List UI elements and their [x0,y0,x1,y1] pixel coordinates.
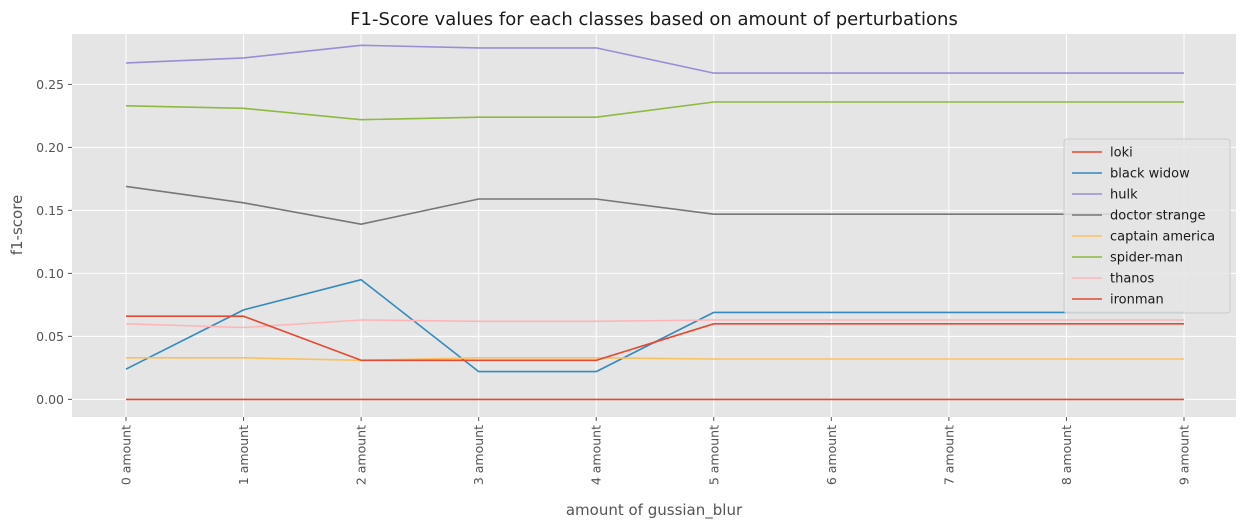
y-tick-labels: 0.00 0.05 0.10 0.15 0.20 0.25 [36,77,72,407]
x-tick-label: 0 amount [119,425,134,485]
y-tick-label: 0.05 [36,329,64,344]
plot-area [72,34,1236,417]
legend-entry: hulk [1110,188,1138,203]
series-line-captain-america [126,356,1184,362]
y-tick-label: 0.00 [36,392,64,407]
chart-title: F1-Score values for each classes based o… [350,9,958,30]
x-tick-label: 5 amount [706,425,721,485]
legend-entry: loki [1110,146,1133,161]
legend-entry: ironman [1110,293,1164,308]
x-tick-labels: 0 amount 1 amount 2 amount 3 amount 4 amount… [119,417,1192,485]
x-tick-label: 9 amount [1177,425,1192,485]
y-tick-label: 0.15 [36,203,64,218]
legend-box [1063,138,1231,314]
y-tick-label: 0.20 [36,140,64,155]
legend: loki black widow hulk doctor strange captain… [1063,138,1231,314]
x-axis-label: amount of gussian_blur [566,501,743,520]
series-line-thanos [125,319,1184,329]
series-line-spider-man [125,101,1184,121]
legend-entry: spider-man [1110,251,1183,266]
legend-entry: captain america [1110,230,1215,245]
legend-entry: black widow [1110,167,1190,182]
y-axis-label: f1-score [8,195,26,256]
x-tick-label: 2 amount [354,425,369,485]
x-tick-label: 4 amount [589,425,604,485]
y-tick-label: 0.25 [36,77,64,92]
x-tick-label: 8 amount [1059,425,1074,485]
x-tick-label: 3 amount [471,425,486,485]
x-tick-label: 1 amount [236,425,251,485]
series-lines [125,44,1184,401]
series-line-doctor-strange [125,185,1184,225]
y-tick-label: 0.10 [36,266,64,281]
series-line-ironman [126,315,1184,362]
legend-entry: doctor strange [1110,209,1206,224]
series-line-hulk [125,44,1184,74]
x-tick-label: 7 amount [941,425,956,485]
x-tick-label: 6 amount [824,425,839,485]
legend-entry: thanos [1110,272,1154,287]
